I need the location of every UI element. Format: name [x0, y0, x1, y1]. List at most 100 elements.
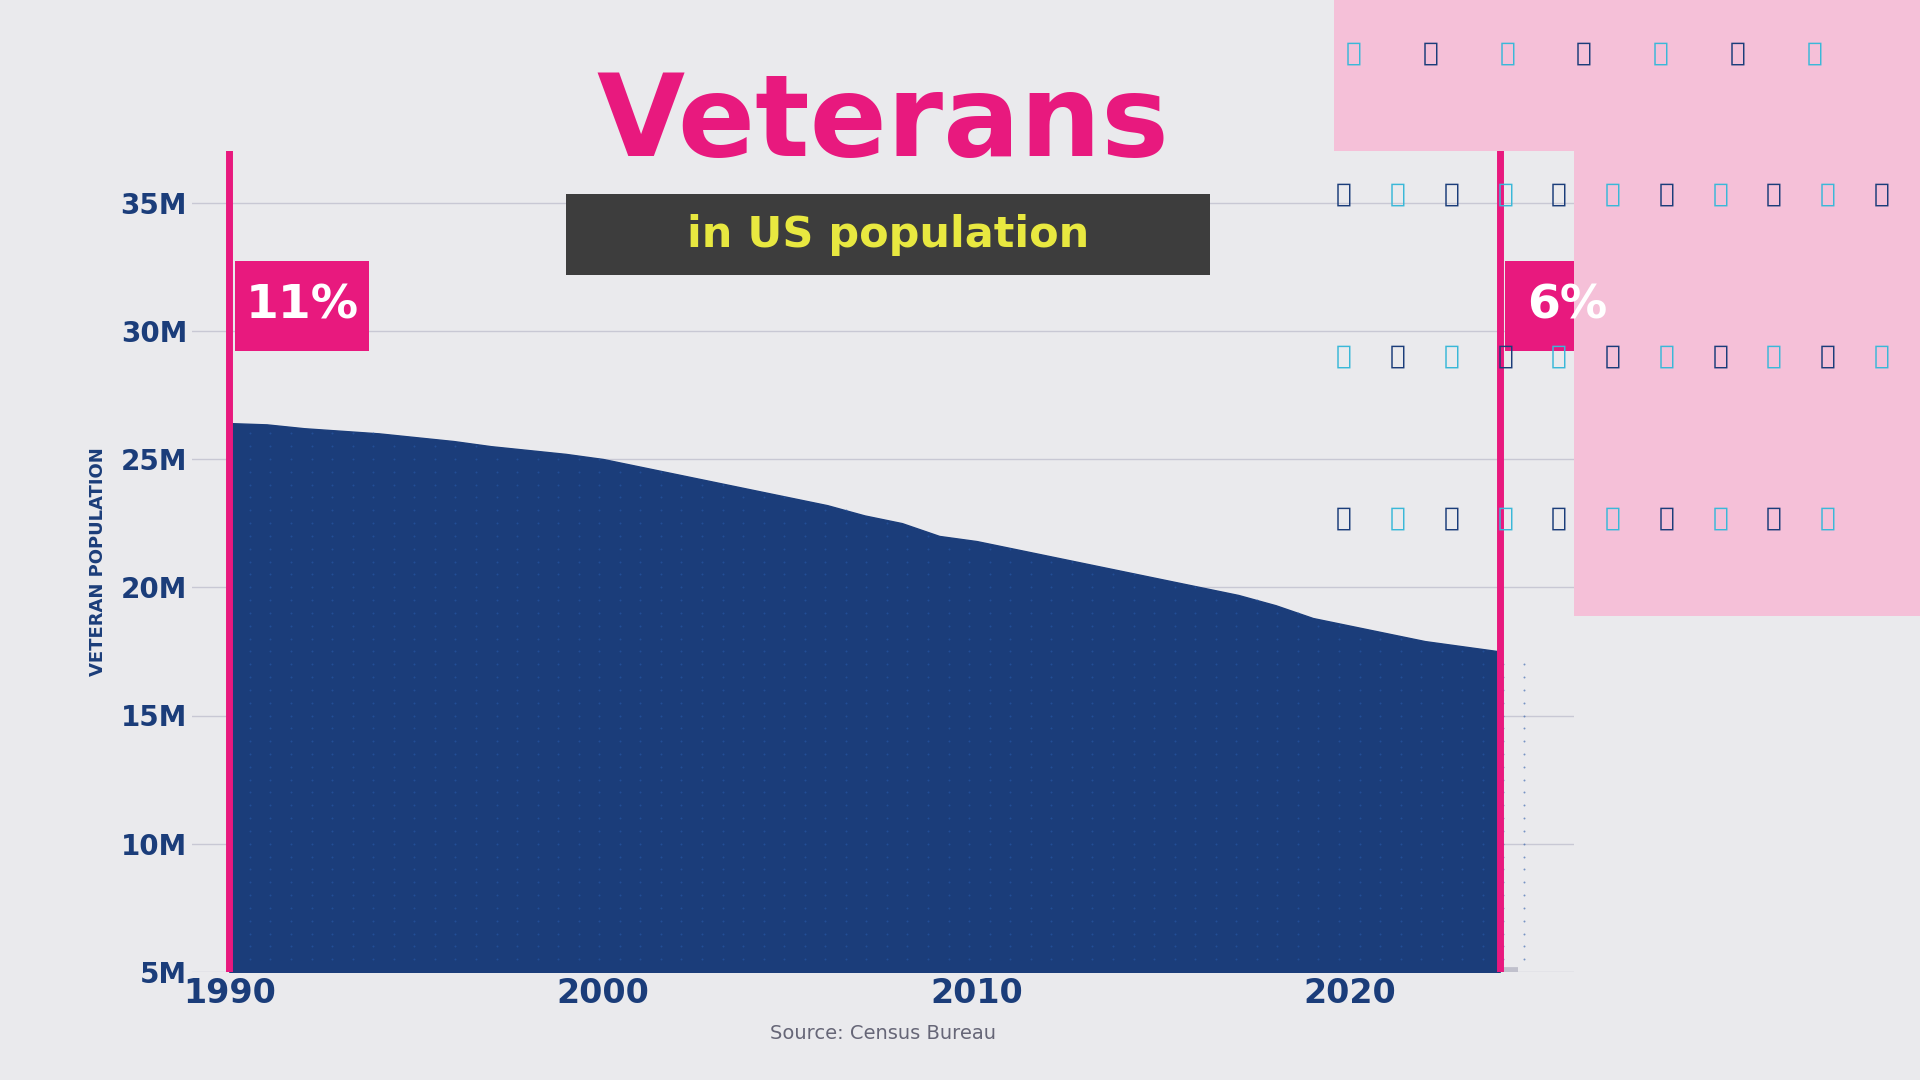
Point: [933, 822, 964, 839]
Point: [255, 540, 286, 557]
Point: [912, 797, 943, 814]
Point: [973, 861, 1004, 878]
Point: [543, 861, 574, 878]
Point: [522, 822, 553, 839]
Point: [296, 566, 326, 583]
Point: [1077, 950, 1108, 968]
Point: [666, 476, 697, 494]
Point: [1365, 810, 1396, 827]
Point: [563, 579, 593, 596]
Point: [1448, 719, 1478, 737]
Point: [605, 732, 636, 750]
Text: 🚶: 🚶: [1820, 505, 1836, 531]
Point: [1427, 912, 1457, 929]
Point: [1365, 630, 1396, 647]
Point: [338, 656, 369, 673]
Point: [768, 924, 799, 942]
Point: [605, 937, 636, 955]
Point: [1427, 900, 1457, 917]
Point: [1098, 706, 1129, 724]
Point: [1098, 861, 1129, 878]
Point: [954, 592, 985, 609]
Point: [831, 771, 862, 788]
Point: [1448, 771, 1478, 788]
Point: [1160, 758, 1190, 775]
Point: [338, 669, 369, 686]
Point: [872, 937, 902, 955]
Point: [461, 437, 492, 455]
Point: [728, 681, 758, 699]
Point: [522, 912, 553, 929]
Point: [1179, 617, 1210, 634]
Point: [338, 797, 369, 814]
Point: [1261, 861, 1292, 878]
Point: [749, 937, 780, 955]
Point: [482, 656, 513, 673]
Point: [522, 540, 553, 557]
Point: [749, 669, 780, 686]
Point: [810, 937, 841, 955]
Point: [893, 706, 924, 724]
Point: [1261, 681, 1292, 699]
Point: [501, 489, 532, 507]
Point: [1509, 771, 1540, 788]
Point: [338, 437, 369, 455]
Point: [851, 540, 881, 557]
Point: [584, 887, 614, 904]
Point: [419, 501, 449, 519]
Point: [912, 861, 943, 878]
Point: [440, 605, 470, 622]
Point: [1016, 719, 1046, 737]
Point: [831, 745, 862, 762]
Point: [1261, 630, 1292, 647]
Point: [1488, 719, 1519, 737]
Point: [768, 706, 799, 724]
Point: [338, 874, 369, 891]
Point: [213, 706, 244, 724]
Point: [707, 669, 737, 686]
Point: [1117, 771, 1148, 788]
Point: [234, 694, 265, 712]
Point: [419, 732, 449, 750]
Point: [338, 745, 369, 762]
Point: [1179, 835, 1210, 852]
Point: [317, 592, 348, 609]
Point: [522, 719, 553, 737]
Point: [1200, 592, 1231, 609]
Point: [995, 758, 1025, 775]
Point: [338, 514, 369, 531]
Point: [768, 887, 799, 904]
Point: [831, 540, 862, 557]
Point: [768, 822, 799, 839]
Point: [995, 900, 1025, 917]
Point: [1056, 874, 1087, 891]
Point: [605, 553, 636, 570]
Point: [707, 694, 737, 712]
Point: [501, 758, 532, 775]
Point: [276, 912, 307, 929]
Point: [1242, 732, 1273, 750]
Point: [1139, 681, 1169, 699]
Point: [1488, 900, 1519, 917]
Point: [440, 566, 470, 583]
Point: [1200, 706, 1231, 724]
Point: [789, 900, 820, 917]
Point: [563, 669, 593, 686]
Point: [1405, 912, 1436, 929]
Point: [1221, 732, 1252, 750]
Point: [954, 566, 985, 583]
Point: [378, 489, 409, 507]
Point: [1344, 719, 1375, 737]
Point: [501, 822, 532, 839]
Text: 🚶: 🚶: [1874, 343, 1889, 369]
Point: [1448, 669, 1478, 686]
Point: [461, 771, 492, 788]
Point: [1117, 924, 1148, 942]
Point: [810, 912, 841, 929]
Point: [461, 745, 492, 762]
Point: [728, 643, 758, 660]
Point: [687, 566, 718, 583]
Point: [768, 527, 799, 544]
Point: [851, 874, 881, 891]
Point: [831, 681, 862, 699]
